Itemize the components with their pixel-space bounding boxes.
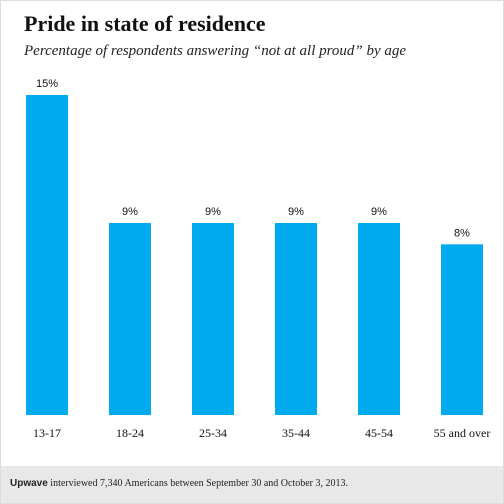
data-label-35-44: 9% bbox=[288, 206, 304, 218]
category-label-35-44: 35-44 bbox=[282, 426, 310, 440]
category-label-55 and over: 55 and over bbox=[434, 426, 491, 440]
data-label-45-54: 9% bbox=[371, 206, 387, 218]
bar-18-24 bbox=[109, 223, 151, 415]
chart-title: Pride in state of residence bbox=[24, 11, 266, 36]
bar-35-44 bbox=[275, 223, 317, 415]
data-label-13-17: 15% bbox=[36, 78, 58, 90]
source-note: interviewed 7,340 Americans between Sept… bbox=[50, 478, 348, 489]
source-brand: Upwave bbox=[10, 478, 48, 489]
bar-13-17 bbox=[26, 95, 68, 415]
bar-45-54 bbox=[358, 223, 400, 415]
chart-subtitle: Percentage of respondents answering “not… bbox=[24, 43, 407, 59]
data-label-25-34: 9% bbox=[205, 206, 221, 218]
category-label-45-54: 45-54 bbox=[365, 426, 393, 440]
bar-25-34 bbox=[192, 223, 234, 415]
category-label-18-24: 18-24 bbox=[116, 426, 144, 440]
category-label-13-17: 13-17 bbox=[33, 426, 61, 440]
data-label-55 and over: 8% bbox=[454, 227, 470, 239]
category-label-25-34: 25-34 bbox=[199, 426, 227, 440]
source-footer: Upwave interviewed 7,340 Americans betwe… bbox=[1, 466, 503, 503]
bar-55 and over bbox=[441, 244, 483, 415]
bar-chart: 15% 13-17 9% 18-24 9% 25-34 9% 35-44 9% 45-54 8% 55… bbox=[26, 78, 491, 440]
data-label-18-24: 9% bbox=[122, 206, 138, 218]
